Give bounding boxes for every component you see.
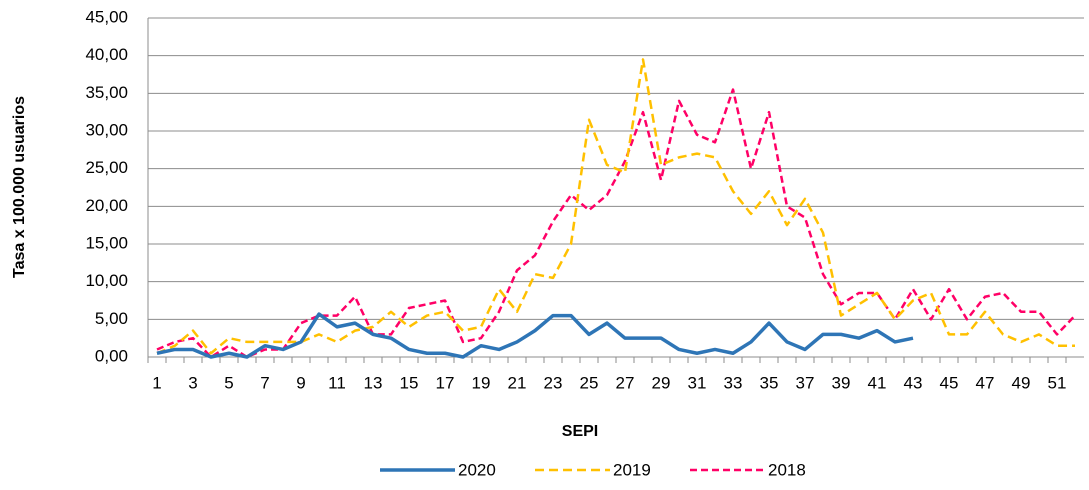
x-tick-label: 13 xyxy=(364,373,383,392)
y-axis-label: Tasa x 100.000 usuarios xyxy=(11,96,28,278)
legend-label: 2019 xyxy=(613,460,651,479)
x-tick-label: 51 xyxy=(1048,373,1067,392)
x-tick-label: 49 xyxy=(1012,373,1031,392)
x-tick-label: 25 xyxy=(580,373,599,392)
x-axis-label: SEPI xyxy=(562,423,598,440)
x-tick-label: 3 xyxy=(188,373,197,392)
x-tick-label: 37 xyxy=(796,373,815,392)
series-line xyxy=(156,88,1076,359)
x-tick-label: 43 xyxy=(904,373,923,392)
x-tick-label: 47 xyxy=(976,373,995,392)
x-tick-label: 29 xyxy=(652,373,671,392)
x-tick-label: 21 xyxy=(508,373,527,392)
x-tick-label: 31 xyxy=(688,373,707,392)
y-tick-label: 20,00 xyxy=(85,196,128,215)
x-tick-label: 1 xyxy=(152,373,161,392)
x-tick-label: 15 xyxy=(400,373,419,392)
legend-label: 2018 xyxy=(768,460,806,479)
x-tick-label: 33 xyxy=(724,373,743,392)
y-tick-label: 30,00 xyxy=(85,120,128,139)
x-tick-label: 39 xyxy=(832,373,851,392)
x-tick-label: 41 xyxy=(868,373,887,392)
y-tick-label: 45,00 xyxy=(85,7,128,26)
x-tick-label: 5 xyxy=(224,373,233,392)
x-tick-label: 27 xyxy=(616,373,635,392)
y-tick-label: 5,00 xyxy=(95,309,128,328)
y-tick-label: 40,00 xyxy=(85,45,128,64)
x-tick-label: 17 xyxy=(436,373,455,392)
x-tick-label: 35 xyxy=(760,373,779,392)
x-tick-label: 11 xyxy=(328,373,346,392)
y-tick-label: 25,00 xyxy=(85,158,128,177)
x-tick-label: 19 xyxy=(472,373,491,392)
series-line xyxy=(156,312,914,359)
y-tick-label: 0,00 xyxy=(95,346,128,365)
y-tick-label: 15,00 xyxy=(85,233,128,252)
legend-label: 2020 xyxy=(458,460,496,479)
x-tick-label: 45 xyxy=(940,373,959,392)
x-tick-label: 7 xyxy=(260,373,269,392)
series-line xyxy=(156,58,1075,355)
x-tick-label: 9 xyxy=(296,373,305,392)
y-tick-label: 10,00 xyxy=(85,271,128,290)
y-tick-label: 35,00 xyxy=(85,83,128,102)
x-tick-label: 23 xyxy=(544,373,563,392)
